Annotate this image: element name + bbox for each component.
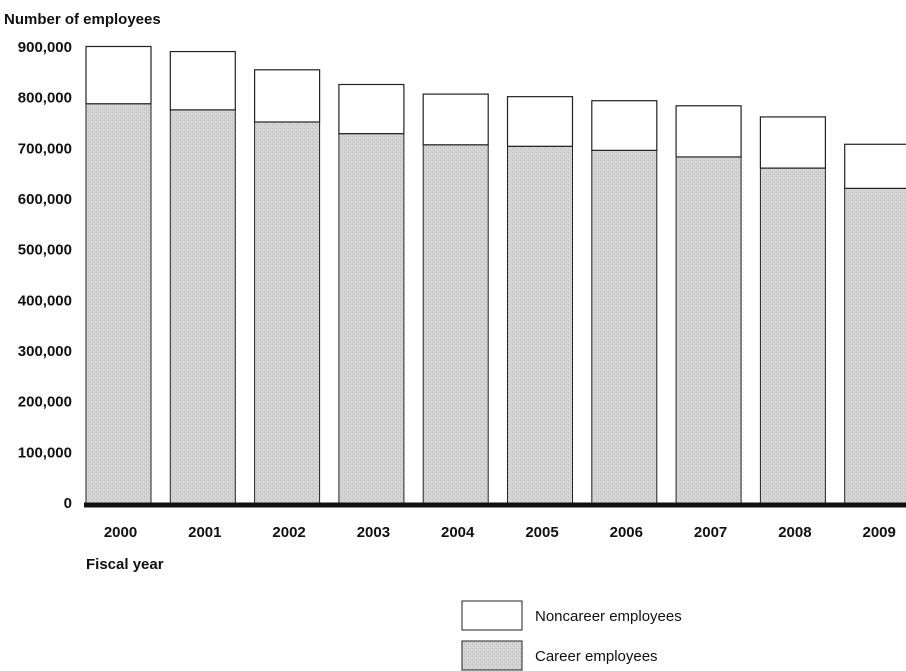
x-tick-label: 2004 [441, 524, 475, 541]
bar-career-employees [844, 187, 906, 504]
y-tick-label: 0 [64, 495, 72, 512]
x-tick-label: 2007 [694, 524, 727, 541]
x-tick-label: 2009 [863, 524, 896, 541]
legend-swatch [461, 640, 523, 671]
y-tick-label: 200,000 [18, 394, 72, 411]
x-tick-label: 2008 [778, 524, 811, 541]
bar-noncareer-employees [338, 83, 405, 135]
bar-career-employees [169, 109, 236, 504]
bar-career-employees [675, 156, 742, 504]
y-tick-labels: 0 100,000 200,000 300,000 400,000 500,000 600,… [18, 39, 72, 512]
bar-noncareer-employees [85, 45, 152, 105]
y-tick-label: 100,000 [18, 444, 72, 461]
legend-swatch [461, 600, 523, 631]
bar-career-employees [254, 121, 321, 504]
x-tick-label: 2003 [357, 524, 390, 541]
x-axis-title: Fiscal year [86, 556, 164, 573]
bar-career-employees [591, 149, 658, 504]
x-tick-label: 2005 [525, 524, 558, 541]
bar-noncareer-employees [506, 96, 574, 147]
bar-noncareer-employees [422, 93, 489, 146]
bar-noncareer-employees [844, 143, 906, 189]
legend-label: Career employees [535, 648, 658, 665]
x-tick-label: 2006 [610, 524, 643, 541]
legend: Noncareer employees Career employees [461, 600, 682, 671]
bar-career-employees [338, 133, 405, 504]
x-tick-label: 2002 [272, 524, 305, 541]
y-tick-label: 900,000 [18, 39, 72, 56]
x-tick-label: 2001 [188, 524, 221, 541]
x-tick-label: 2000 [104, 524, 137, 541]
y-axis-title: Number of employees [4, 11, 161, 28]
legend-label: Noncareer employees [535, 608, 682, 625]
y-tick-label: 800,000 [18, 90, 72, 107]
bar-noncareer-employees [759, 116, 827, 169]
x-tick-labels: 2000 2001 2002 2003 2004 2005 2006 2007 2008 2009 [104, 524, 896, 541]
y-tick-label: 400,000 [18, 292, 72, 309]
bar-noncareer-employees [591, 100, 658, 151]
y-tick-label: 600,000 [18, 191, 72, 208]
bar-career-employees [85, 103, 152, 504]
bar-noncareer-employees [675, 105, 742, 158]
y-tick-label: 700,000 [18, 140, 72, 157]
bar-career-employees [507, 145, 573, 504]
bar-noncareer-employees [169, 50, 236, 111]
bar-career-employees [422, 144, 489, 504]
y-tick-label: 300,000 [18, 343, 72, 360]
bar-career-employees [759, 167, 826, 504]
bars-group [85, 45, 906, 504]
y-tick-label: 500,000 [18, 242, 72, 259]
bar-noncareer-employees [254, 69, 321, 123]
